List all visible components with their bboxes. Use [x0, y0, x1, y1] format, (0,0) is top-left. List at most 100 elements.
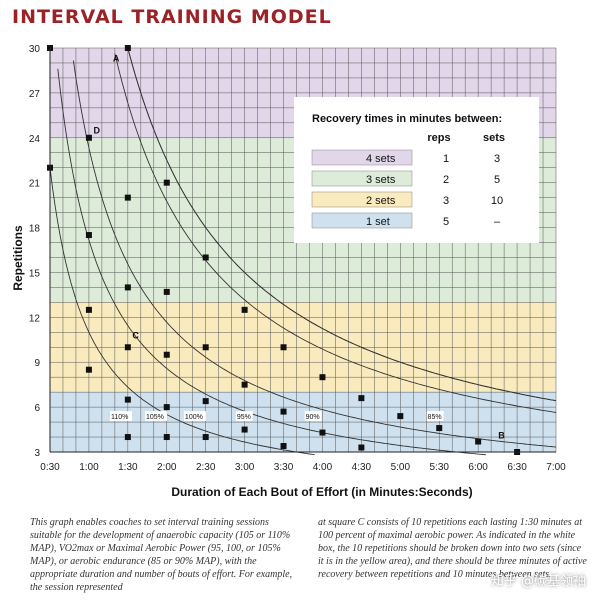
caption-right: at square C consists of 10 repetitions e…	[318, 517, 587, 580]
legend-row-label: 4 sets	[366, 153, 396, 165]
y-tick-label: 18	[29, 224, 41, 235]
y-tick-label: 9	[34, 358, 40, 369]
curve-110pct	[49, 167, 315, 456]
legend-row-sets: 5	[494, 174, 500, 186]
session-marker	[319, 374, 326, 381]
curve-85pct	[127, 47, 557, 402]
map-label-bg	[235, 411, 253, 422]
x-tick-label: 6:30	[507, 462, 527, 473]
chart-title: INTERVAL TRAINING MODEL	[12, 6, 332, 28]
x-tick-label: 4:30	[352, 462, 372, 473]
legend-row-label: 1 set	[366, 216, 390, 228]
y-tick-label: 30	[29, 44, 41, 55]
watermark: 知乎 @碳基领袖	[490, 574, 586, 589]
x-tick-label: 3:30	[274, 462, 294, 473]
y-axis-title: Repetitions	[11, 225, 25, 291]
legend-row-reps: 1	[443, 153, 449, 165]
session-marker	[163, 351, 170, 358]
legend-row-sets: 10	[491, 195, 503, 207]
x-tick-label: 4:00	[313, 462, 333, 473]
session-marker	[280, 408, 287, 415]
x-tick-label: 2:30	[196, 462, 216, 473]
point-label-C: C	[132, 330, 139, 340]
x-tick-label: 3:00	[235, 462, 255, 473]
y-tick-label: 12	[29, 313, 41, 324]
caption-left: This graph enables coaches to set interv…	[30, 517, 293, 593]
session-marker	[163, 434, 170, 441]
legend-col-sets: sets	[483, 132, 505, 144]
session-marker	[319, 429, 326, 436]
legend-row-label: 2 sets	[366, 195, 396, 207]
curve-95pct	[114, 53, 557, 413]
map-label: 85%	[428, 414, 442, 421]
session-marker	[475, 438, 482, 445]
session-marker	[280, 344, 287, 351]
chart-labels: 110% 105% 100% 95% 90% 85% A D C B	[93, 53, 505, 440]
map-label-bg	[145, 411, 168, 422]
session-marker	[436, 425, 443, 432]
session-marker	[202, 254, 209, 261]
session-marker	[397, 413, 404, 420]
legend-row-label: 3 sets	[366, 174, 396, 186]
session-marker	[280, 443, 287, 450]
map-curves	[49, 47, 557, 456]
legend-swatch	[311, 212, 413, 229]
session-marker	[124, 344, 131, 351]
curve-105pct	[57, 68, 486, 456]
map-label: 95%	[237, 414, 251, 421]
x-tick-label: 6:00	[468, 462, 488, 473]
session-marker	[241, 426, 248, 433]
session-marker	[202, 344, 209, 351]
map-label: 110%	[111, 414, 128, 421]
x-tick-label: 2:00	[157, 462, 177, 473]
legend-swatch	[311, 170, 413, 187]
session-marker	[124, 194, 131, 201]
y-tick-label: 6	[34, 403, 40, 414]
y-tick-label: 27	[29, 89, 41, 100]
session-marker	[163, 404, 170, 411]
session-marker	[124, 45, 131, 51]
session-marker	[163, 288, 170, 295]
point-label-B: B	[498, 431, 505, 441]
session-marker	[124, 396, 131, 403]
map-label-bg	[183, 411, 206, 422]
legend-row-sets: –	[494, 216, 501, 228]
x-axis-title: Duration of Each Bout of Effort (in Minu…	[171, 485, 472, 499]
legend-swatch	[311, 191, 413, 208]
session-marker	[85, 366, 92, 373]
session-marker	[358, 444, 365, 451]
session-marker	[124, 284, 131, 291]
x-tick-label: 5:30	[429, 462, 449, 473]
point-label-A: A	[113, 53, 120, 63]
session-marker	[85, 306, 92, 313]
chart-caption: This graph enables coaches to set interv…	[30, 516, 590, 594]
legend-row-reps: 2	[443, 174, 449, 186]
y-tick-label: 24	[29, 134, 41, 145]
x-tick-label: 7:00	[546, 462, 566, 473]
map-label: 100%	[185, 414, 203, 421]
session-marker	[241, 381, 248, 388]
session-marker	[358, 395, 365, 402]
map-label: 90%	[306, 414, 320, 421]
recovery-legend: Recovery times in minutes between: reps se…	[294, 97, 539, 243]
map-label-bg	[426, 411, 444, 422]
legend-title: Recovery times in minutes between:	[312, 113, 502, 125]
session-marker	[202, 398, 209, 405]
session-marker	[202, 434, 209, 441]
y-tick-label: 3	[34, 448, 40, 459]
legend-swatch	[311, 149, 413, 166]
point-label-D: D	[93, 125, 100, 135]
legend-row-reps: 5	[443, 216, 449, 228]
legend-row-sets: 3	[494, 153, 500, 165]
x-tick-label: 0:30	[40, 462, 60, 473]
y-tick-label: 15	[29, 268, 41, 279]
session-marker	[85, 232, 92, 239]
session-marker	[85, 134, 92, 141]
map-label: 105%	[146, 414, 164, 421]
session-marker	[163, 179, 170, 186]
session-markers	[47, 45, 521, 455]
map-label-bg	[304, 411, 322, 422]
x-tick-label: 1:30	[118, 462, 138, 473]
